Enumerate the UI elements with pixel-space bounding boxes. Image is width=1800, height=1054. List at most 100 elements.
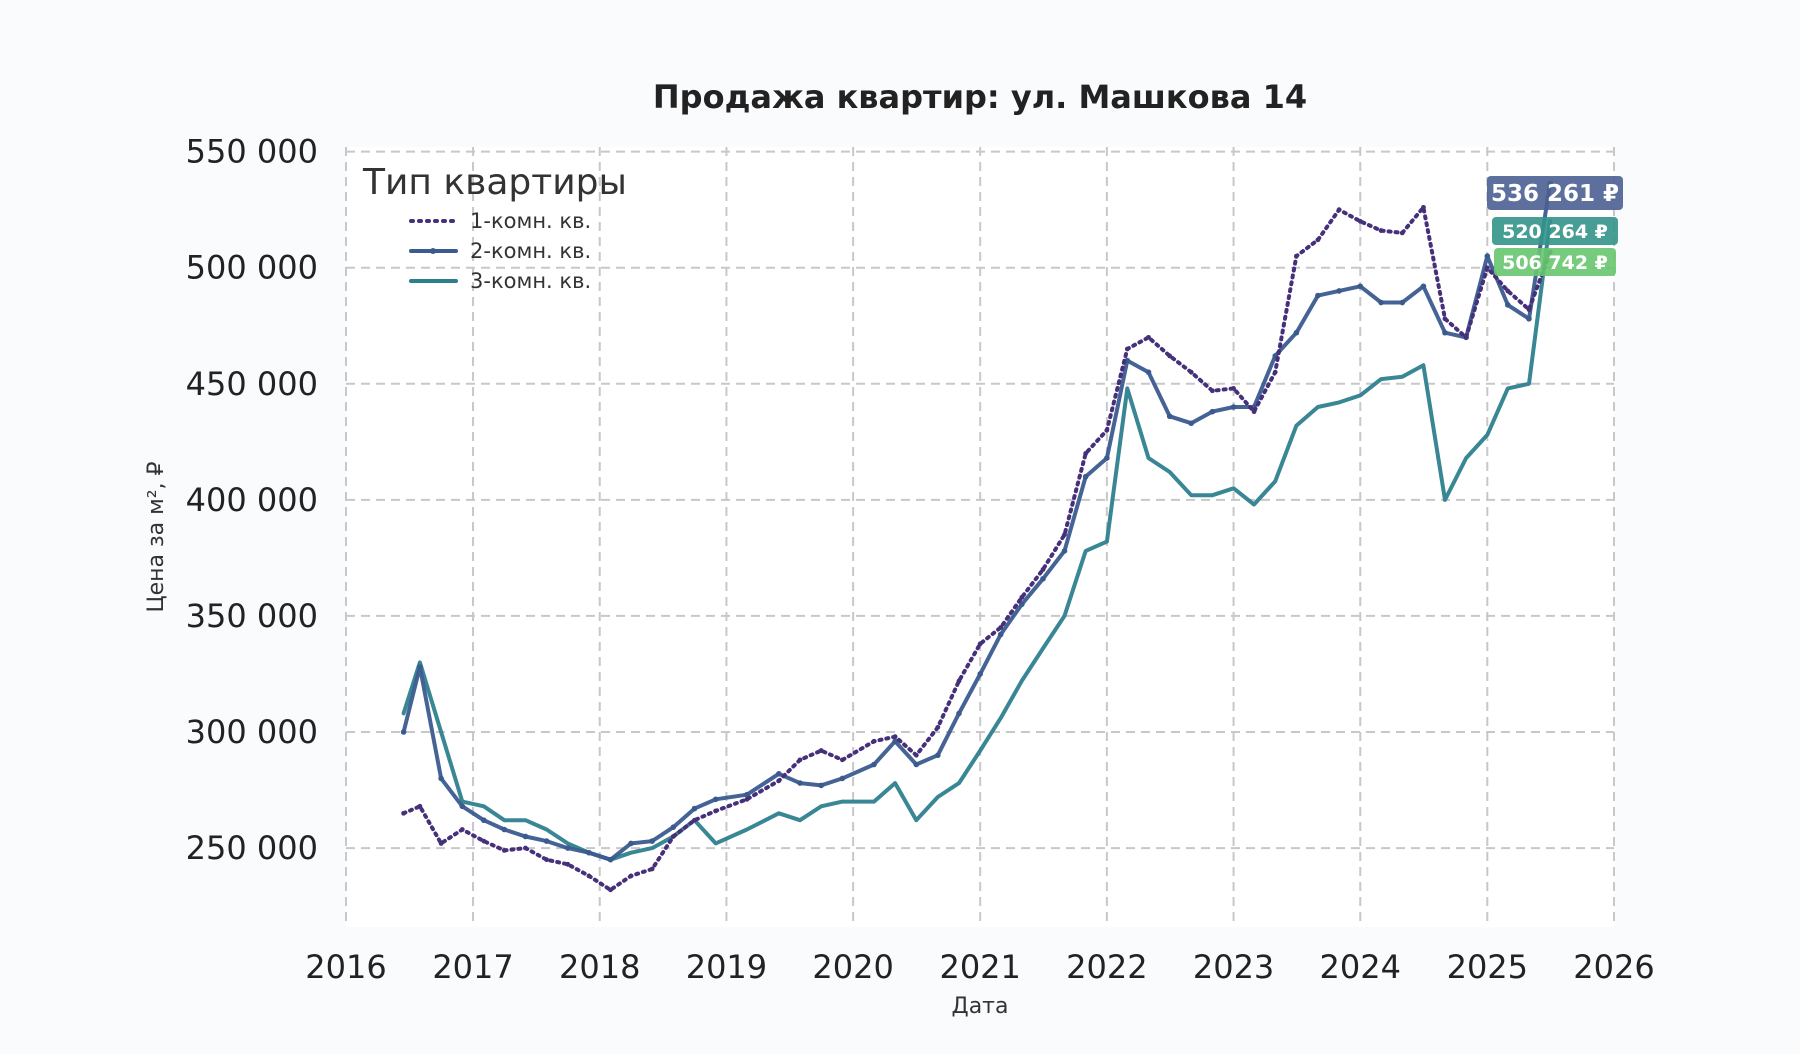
series-2-point [892, 738, 898, 745]
series-1-point [1315, 237, 1321, 243]
y-axis-label: Цена за м², ₽ [144, 461, 169, 612]
series-1-point [871, 738, 877, 744]
series-1-point [1272, 369, 1278, 375]
series-1-point [1104, 427, 1110, 433]
series-1-point [1421, 204, 1426, 210]
series-1-point [935, 724, 941, 730]
series-2-point [1420, 283, 1427, 290]
y-tick-label: 400 000 [186, 481, 318, 519]
series-2-point [438, 775, 444, 782]
series-2-point [712, 796, 719, 803]
series-1-point [1188, 369, 1194, 375]
series-2-point [459, 803, 466, 810]
x-tick-label: 2025 [1447, 948, 1528, 986]
series-1-point [1083, 451, 1089, 456]
series-2-point [1188, 420, 1195, 427]
series-2-point [417, 664, 423, 670]
series-2-point [1082, 473, 1089, 480]
series-1-point [481, 838, 487, 844]
series-1-point [1062, 532, 1067, 538]
series-2-point [839, 775, 846, 782]
y-tick-label: 250 000 [186, 829, 318, 867]
y-tick-label: 550 000 [186, 133, 318, 171]
legend-items: 1-комн. кв. 2-комн. кв. 3-комн. кв. [409, 209, 591, 293]
series-2-point [818, 782, 824, 789]
series-1-point [649, 866, 655, 872]
series-1-point [1526, 307, 1532, 312]
end-label-badge [1487, 176, 1623, 210]
series-1-point [544, 857, 550, 863]
series-1-point [818, 748, 824, 753]
series-1-point [670, 834, 676, 839]
series-1-point [1146, 334, 1151, 340]
x-tick-label: 2022 [1066, 948, 1147, 986]
x-tick-label: 2018 [559, 948, 640, 986]
series-1-point [776, 778, 782, 784]
series-1-point [713, 808, 719, 814]
series-2-point [977, 671, 983, 677]
series-1-point [1505, 288, 1511, 294]
series-1-point [956, 678, 962, 684]
x-tick-label: 2023 [1193, 948, 1274, 986]
series-1-point [692, 817, 697, 823]
end-label-text: 536 261 ₽ [1491, 181, 1619, 207]
series-2-point [481, 817, 487, 824]
series-1-point [1124, 346, 1130, 352]
series-2-point [1166, 413, 1173, 420]
series-1-point [586, 873, 592, 879]
legend-label: 2-комн. кв. [470, 239, 591, 263]
series-1-point [417, 803, 423, 809]
series-2-point [997, 631, 1004, 638]
legend-title: Тип квартиры [362, 162, 627, 203]
series-2-point [565, 845, 571, 851]
series-1-point [523, 845, 528, 851]
series-2-point [1230, 404, 1237, 410]
x-tick-label: 2024 [1320, 948, 1401, 986]
series-2-point [1019, 601, 1025, 608]
series-1-point [628, 873, 634, 879]
series-2-point [1526, 315, 1532, 322]
series-1-point [977, 641, 983, 647]
end-label-badge [1492, 217, 1618, 245]
series-1-point [1442, 316, 1448, 322]
series-1-point [1231, 386, 1236, 391]
series-1-point [1040, 567, 1046, 572]
series-1-point [913, 752, 919, 758]
series-2-point [744, 791, 750, 798]
y-tick-label: 300 000 [186, 713, 318, 751]
series-2-point [501, 826, 508, 833]
x-tick-label: 2017 [432, 948, 513, 986]
series-2-point [1442, 329, 1448, 336]
series-2-point [1399, 299, 1406, 306]
series-2-point [691, 805, 698, 812]
x-axis-ticks: 2016 2017 2018 2019 2020 2021 2022 2023 2024 2025… [305, 948, 1654, 986]
series-1-point [1019, 594, 1025, 600]
series-1-point [1209, 388, 1215, 394]
series-1-point [565, 861, 571, 867]
series-2-point [871, 761, 877, 768]
series-2-point [956, 710, 962, 717]
series-1-point [1167, 353, 1173, 359]
legend-label: 3-комн. кв. [470, 269, 591, 293]
legend: Тип квартиры 1-комн. кв. 2-комн. кв. 3-ком… [362, 162, 627, 293]
series-2-point [670, 824, 677, 830]
series-2-point [522, 833, 529, 840]
series-1-point [438, 841, 444, 846]
series-2-point [1293, 329, 1300, 336]
series-2-point [1504, 302, 1511, 308]
series-2-point [400, 729, 407, 735]
end-label-text: 506 742 ₽ [1502, 252, 1608, 274]
x-tick-label: 2026 [1573, 948, 1654, 986]
series-2-point [1209, 408, 1216, 415]
y-tick-label: 450 000 [186, 365, 318, 403]
series-2-point [797, 780, 803, 786]
end-label-text: 520 264 ₽ [1502, 221, 1608, 243]
end-labels: 536 261 ₽ 520 264 ₽ 506 742 ₽ [1487, 176, 1623, 276]
series-2-point [628, 840, 634, 847]
series-1-point [998, 625, 1004, 630]
series-1-point [1357, 218, 1363, 224]
y-axis-ticks: 250 000 300 000 350 000 400 000 450 000 500 0… [186, 133, 318, 867]
series-2-point [607, 856, 614, 863]
series-2-point [1104, 455, 1110, 461]
